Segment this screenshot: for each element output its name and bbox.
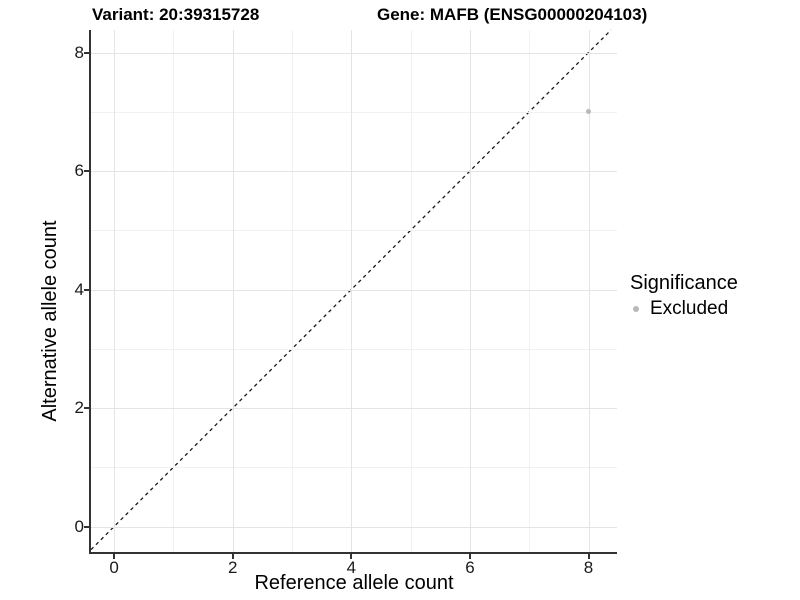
gridline-major-y — [91, 408, 617, 410]
gridline-minor-x — [529, 30, 531, 552]
y-tick-label: 6 — [74, 161, 84, 181]
x-tick-label: 6 — [465, 558, 475, 577]
y-tick-label: 2 — [74, 398, 84, 418]
y-axis-title: Alternative allele count — [39, 220, 61, 422]
legend-item-excluded: Excluded — [630, 298, 738, 320]
y-axis-line — [89, 30, 91, 554]
x-axis-tick — [468, 554, 471, 559]
x-tick-label: 4 — [346, 558, 357, 577]
gridline-minor-x — [173, 30, 175, 552]
x-tick-label: 8 — [583, 558, 594, 577]
data-point — [586, 109, 592, 115]
gridline-major-y — [91, 52, 617, 54]
legend-key-dot-icon — [633, 306, 639, 312]
x-axis-title: Reference allele count — [254, 572, 454, 594]
gridline-major-y — [91, 526, 617, 528]
x-axis-tick — [113, 554, 116, 559]
gridline-major-y — [91, 289, 617, 291]
y-axis-tick — [84, 525, 89, 528]
y-axis-tick — [84, 170, 89, 173]
y-axis-tick — [84, 51, 89, 54]
legend-title: Significance — [630, 272, 738, 294]
gridline-major-y — [91, 171, 617, 173]
x-axis-tick — [231, 554, 234, 559]
x-axis-line — [89, 552, 617, 554]
y-tick-label: 8 — [74, 42, 84, 62]
y-axis-tick — [84, 407, 89, 410]
gridline-major-x — [232, 30, 234, 552]
variant-title: Variant: 20:39315728 — [92, 5, 260, 24]
gridline-minor-x — [410, 30, 412, 552]
y-tick-label: 0 — [74, 516, 84, 536]
gridline-minor-y — [91, 230, 617, 232]
gridline-major-x — [588, 30, 590, 552]
plot-panel — [84, 29, 617, 559]
gridline-minor-y — [91, 348, 617, 350]
gridline-minor-y — [91, 467, 617, 469]
x-tick-label: 2 — [227, 558, 238, 577]
x-axis-tick — [350, 554, 353, 559]
y-tick-label: 4 — [74, 279, 84, 299]
y-axis-tick — [84, 288, 89, 291]
gridline-major-x — [469, 30, 471, 552]
gridline-major-x — [351, 30, 353, 552]
x-tick-label: 0 — [109, 558, 119, 577]
identity-line — [90, 29, 612, 551]
legend-item-label: Excluded — [650, 298, 729, 319]
gridline-minor-y — [91, 111, 617, 113]
legend: Significance Excluded — [630, 271, 738, 320]
gene-title: Gene: MAFB (ENSG00000204103) — [377, 5, 648, 24]
gridline-major-x — [114, 30, 116, 552]
x-axis-tick — [587, 554, 590, 559]
gridline-minor-x — [292, 30, 294, 552]
